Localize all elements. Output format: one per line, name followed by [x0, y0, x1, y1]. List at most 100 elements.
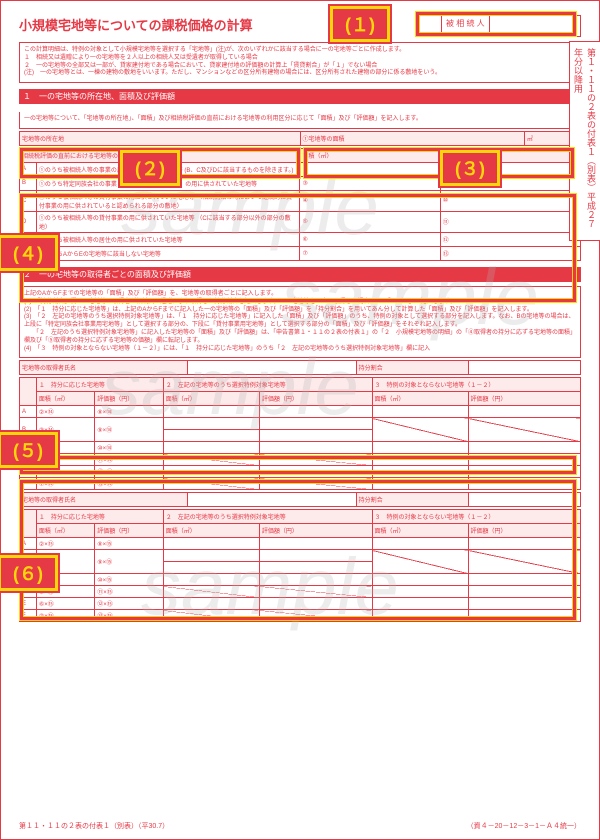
cell: ⑬ — [440, 246, 580, 260]
h-area: 面積（㎡） — [163, 524, 259, 538]
cell: ⑩ — [440, 190, 580, 211]
c: ⑫×⑮ — [95, 598, 163, 610]
desc-line: (4) 「３ 特例の対象とならない宅地等（１－２）」には、「１ 持分に応じた宅地… — [24, 346, 576, 354]
section2-desc: 上記のAからFまでの宅地等の「面積」及び「評価額」を、宅地等の取得者ごとに記入し… — [19, 286, 581, 358]
footer: 第１１・１１の２表の付表１（別表）（平30.7） （資４－20－12－3－1－Ａ… — [19, 821, 581, 831]
blank — [20, 510, 37, 538]
c — [468, 478, 581, 490]
header-box: 被 相 続 人 — [441, 15, 581, 37]
c: ⑬×⑭ — [95, 478, 163, 490]
c — [163, 418, 259, 430]
c — [163, 442, 259, 454]
c: ⑪×⑮ — [95, 586, 163, 598]
cell: ⑥ — [300, 232, 440, 246]
callout-2: (２) — [120, 150, 180, 186]
c: ⑩×⑭ — [95, 442, 163, 454]
c — [163, 430, 259, 442]
intro-line: この計算明細は、特例の対象として小規模宅地等を選択する「宅地等」(注)が、次のい… — [24, 47, 576, 55]
header-label: 被 相 続 人 — [442, 16, 490, 36]
c — [163, 550, 259, 562]
footer-left: 第１１・１１の２表の付表１（別表）（平30.7） — [19, 821, 169, 831]
callout-3: (３) — [440, 150, 500, 186]
c — [468, 466, 581, 478]
callout-4: (４) — [0, 235, 58, 271]
cell: ④ — [300, 190, 440, 211]
c — [372, 610, 468, 622]
c — [468, 442, 581, 454]
c — [468, 574, 581, 586]
acquirer-header-table: 宅地等の取得者氏名 持分割合 — [19, 360, 581, 375]
row-text: ①のうちAからEの宅地等に該当しない宅地等 — [36, 246, 300, 260]
group2: ２ 左記の宅地等のうち選択特例対象宅地等 — [163, 510, 372, 524]
group2: ２ 左記の宅地等のうち選択特例対象宅地等 — [163, 378, 372, 392]
slash-cell — [468, 418, 581, 442]
rk: A — [20, 538, 37, 550]
c — [259, 466, 372, 478]
desc-line: (1) 「持分割合」欄は、宅地等の取得者が相続又は遺贈により取得した持分割合を記… — [24, 299, 576, 307]
desc-line: 「２ 左記のうち選択特例対象宅地等」に記入した宅地等の「面積」及び「評価額」は、… — [24, 330, 576, 346]
c — [259, 598, 372, 610]
ratio-label: 持分割合 — [356, 361, 468, 375]
c — [372, 478, 468, 490]
desc-line: 上記のAからFまでの宅地等の「面積」及び「評価額」を、宅地等の取得者ごとに記入し… — [24, 291, 576, 299]
rk: F — [20, 610, 37, 622]
c — [372, 598, 468, 610]
c: ②×⑭ — [36, 406, 94, 418]
rk: E — [20, 598, 37, 610]
h-val: 評価額（円） — [259, 524, 372, 538]
row-key: B — [20, 176, 37, 190]
rk: A — [20, 406, 37, 418]
form-page: sample sample sample sample 小規模宅地等についての課… — [0, 0, 600, 840]
row-text: ①のうち被相続人等の貸付事業の用に供されていた宅地等 （相続開始の時において継続… — [36, 190, 300, 211]
c — [468, 610, 581, 622]
c — [259, 418, 372, 430]
c — [372, 538, 468, 550]
group1: １ 持分に応じた宅地等 — [36, 378, 163, 392]
slash-cell — [372, 418, 468, 442]
cell: ⑪ — [440, 211, 580, 232]
c: ⑬×⑮ — [95, 610, 163, 622]
c: ⑨×⑮ — [95, 550, 163, 574]
cell: ⑫ — [440, 232, 580, 246]
h-area: 面積（㎡） — [36, 392, 94, 406]
slash-cell — [259, 478, 372, 490]
rk: F — [20, 478, 37, 490]
c: ⑫×⑭ — [95, 466, 163, 478]
acquirer-name — [188, 493, 356, 507]
detail-table-1: １ 持分に応じた宅地等 ２ 左記の宅地等のうち選択特例対象宅地等 ３ 特例の対象… — [19, 377, 581, 490]
col-area: ①宅地等の面積 — [300, 131, 524, 145]
group3: ３ 特例の対象とならない宅地等（１－２） — [372, 378, 580, 392]
blank — [20, 378, 37, 406]
ratio-value — [468, 361, 580, 375]
h-val: 評価額（円） — [468, 524, 581, 538]
acquirer-header-table-2: 宅地等の取得者氏名 持分割合 — [19, 492, 581, 507]
section1-header: １ 一の宅地等の所在地、面積及び評価額 — [19, 89, 581, 104]
location-table: 宅地等の所在地 ①宅地等の面積 ㎡ — [19, 131, 581, 146]
intro-line: (注) 一の宅地等とは、一棟の建物の敷地をいいます。ただし、マンションなどの区分… — [24, 70, 576, 78]
acquirer-name-label: 宅地等の取得者氏名 — [20, 361, 188, 375]
c — [372, 466, 468, 478]
c — [259, 538, 372, 550]
c — [163, 406, 259, 418]
c: ⑩×⑮ — [95, 574, 163, 586]
c — [372, 586, 468, 598]
group3: ３ 特例の対象とならない宅地等（１－２） — [372, 510, 580, 524]
c: ⑥×⑮ — [36, 598, 94, 610]
c: ②×⑮ — [36, 538, 94, 550]
row-text: ①のうち被相続人等の貸付事業の用に供されていた宅地等 （Cに該当する部分以外の部… — [36, 211, 300, 232]
cell: ③ — [300, 176, 440, 190]
acquirer-name — [188, 361, 356, 375]
c: ⑧×⑮ — [95, 538, 163, 550]
c — [163, 538, 259, 550]
side-tab: 第１・１１の２表の付表１（別表）平成２７年分以降用 — [569, 41, 600, 241]
acquirer-name-label: 宅地等の取得者氏名 — [20, 493, 188, 507]
c — [468, 598, 581, 610]
c — [259, 574, 372, 586]
c: ⑪×⑭ — [95, 454, 163, 466]
section1-desc: 一の宅地等について、「宅地等の所在地」、「面積」及び相続税評価の直前における宅地… — [19, 112, 581, 129]
callout-6: (６) — [0, 555, 58, 591]
header-value — [490, 16, 580, 36]
c — [259, 430, 372, 442]
ratio-label: 持分割合 — [356, 493, 468, 507]
c — [372, 406, 468, 418]
